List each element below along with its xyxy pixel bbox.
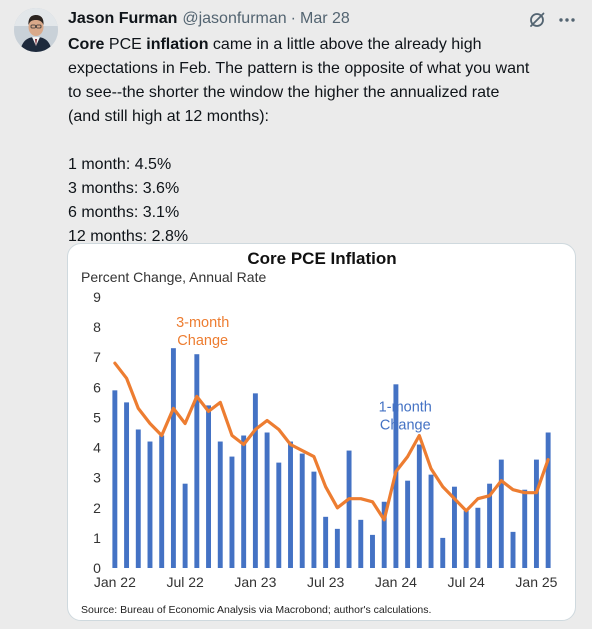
bar-1-month-mar-22 <box>135 429 141 568</box>
bar-1-month-sep-24 <box>487 483 493 568</box>
tweet-text: Core PCE inflation came in a little abov… <box>68 33 573 249</box>
y-tick-label: 4 <box>93 440 101 456</box>
x-tick-label: Jan 24 <box>375 574 417 590</box>
tweet-header: Jason Furman @jasonfurman · Mar 28 <box>68 8 350 30</box>
bar-1-month-dec-23 <box>381 501 387 568</box>
bar-1-month-oct-22 <box>217 441 223 568</box>
x-tick-label: Jan 25 <box>515 574 557 590</box>
more-dots-icon[interactable] <box>556 9 578 31</box>
bar-1-month-feb-24 <box>405 480 411 568</box>
chart-image[interactable]: Core PCE Inflation Percent Change, Annua… <box>67 243 576 621</box>
header-separator: · <box>290 10 296 27</box>
stat-3-months: 3 months: 3.6% <box>68 180 180 197</box>
tweet-line-3: to see--the shorter the window the highe… <box>68 84 500 101</box>
y-tick-label: 6 <box>93 379 101 395</box>
y-tick-label: 2 <box>93 500 101 516</box>
bar-1-month-mar-23 <box>276 462 282 568</box>
bar-1-month-may-23 <box>299 453 305 568</box>
bar-1-month-feb-22 <box>124 402 130 568</box>
bold-word-core: Core <box>68 36 105 53</box>
y-tick-label: 7 <box>93 349 101 365</box>
bar-1-month-mar-24 <box>416 444 422 568</box>
x-tick-label: Jan 23 <box>234 574 276 590</box>
bar-1-month-sep-23 <box>346 450 352 568</box>
author-name[interactable]: Jason Furman <box>68 10 178 27</box>
bar-1-month-nov-23 <box>370 534 375 568</box>
core-pce-chart: Core PCE Inflation Percent Change, Annua… <box>81 249 558 616</box>
bar-1-month-jun-22 <box>170 348 176 568</box>
stat-12-months: 12 months: 2.8% <box>68 228 189 245</box>
bar-1-month-feb-25 <box>545 432 551 568</box>
y-tick-label: 5 <box>93 409 101 425</box>
bar-1-month-nov-22 <box>229 456 235 568</box>
chart-source: Source: Bureau of Economic Analysis via … <box>81 604 431 616</box>
bar-1-month-dec-24 <box>522 489 528 568</box>
x-tick-label: Jul 22 <box>166 574 204 590</box>
bar-1-month-dec-22 <box>241 435 247 568</box>
chart-title: Core PCE Inflation <box>247 249 396 268</box>
bar-1-month-jul-24 <box>463 510 469 568</box>
bar-1-month-oct-23 <box>358 519 364 568</box>
x-tick-label: Jul 24 <box>447 574 485 590</box>
bar-1-month-jan-22 <box>112 390 118 568</box>
bar-1-month-may-22 <box>159 435 165 568</box>
chart-subtitle: Percent Change, Annual Rate <box>81 269 266 285</box>
bar-1-month-apr-22 <box>147 441 153 568</box>
bar-1-month-jun-23 <box>311 471 317 568</box>
bar-1-month-jul-23 <box>323 516 329 568</box>
bar-1-month-jan-23 <box>252 393 258 568</box>
author-handle[interactable]: @jasonfurman <box>182 10 287 27</box>
bar-1-month-nov-24 <box>510 531 516 568</box>
bar-1-month-aug-22 <box>194 354 200 568</box>
annotation-1-month-line-2: Change <box>380 417 431 433</box>
bar-1-month-feb-23 <box>264 432 270 568</box>
tweet-line-4: (and still high at 12 months): <box>68 108 269 125</box>
bar-1-month-aug-24 <box>475 507 481 568</box>
stat-6-months: 6 months: 3.1% <box>68 204 180 221</box>
line-3-month-change <box>113 361 550 522</box>
grok-slash-icon[interactable] <box>527 10 547 30</box>
y-tick-label: 1 <box>93 530 101 546</box>
bar-1-month-aug-23 <box>334 528 340 568</box>
y-tick-label: 0 <box>93 560 101 576</box>
text-line-1-rest: came in a little above the already high <box>208 36 482 53</box>
avatar-photo <box>14 8 58 52</box>
x-tick-label: Jan 22 <box>94 574 136 590</box>
bar-1-month-oct-24 <box>498 459 504 568</box>
tweet-date[interactable]: Mar 28 <box>299 10 350 27</box>
annotation-3-month-line-2: Change <box>177 333 228 349</box>
bar-1-month-apr-23 <box>288 441 293 568</box>
text-pce: PCE <box>104 36 147 53</box>
y-tick-label: 9 <box>93 289 101 305</box>
bar-1-month-jan-25 <box>533 459 539 568</box>
bar-1-month-jun-24 <box>452 486 457 568</box>
x-tick-label: Jul 23 <box>307 574 345 590</box>
annotation-3-month-line-1: 3-month <box>176 315 229 331</box>
author-avatar[interactable] <box>14 8 58 52</box>
bar-1-month-jul-22 <box>182 483 188 568</box>
bar-1-month-apr-24 <box>428 474 434 568</box>
y-tick-label: 8 <box>93 319 101 335</box>
annotation-1-month-line-1: 1-month <box>379 399 432 415</box>
y-tick-label: 3 <box>93 470 101 486</box>
bold-word-inflation: inflation <box>146 36 209 53</box>
bar-1-month-may-24 <box>440 537 446 568</box>
bar-1-month-sep-22 <box>206 405 211 568</box>
tweet-line-1: Core PCE inflation came in a little abov… <box>68 33 573 57</box>
tweet-line-2: expectations in Feb. The pattern is the … <box>68 60 530 77</box>
stat-1-month: 1 month: 4.5% <box>68 156 172 173</box>
